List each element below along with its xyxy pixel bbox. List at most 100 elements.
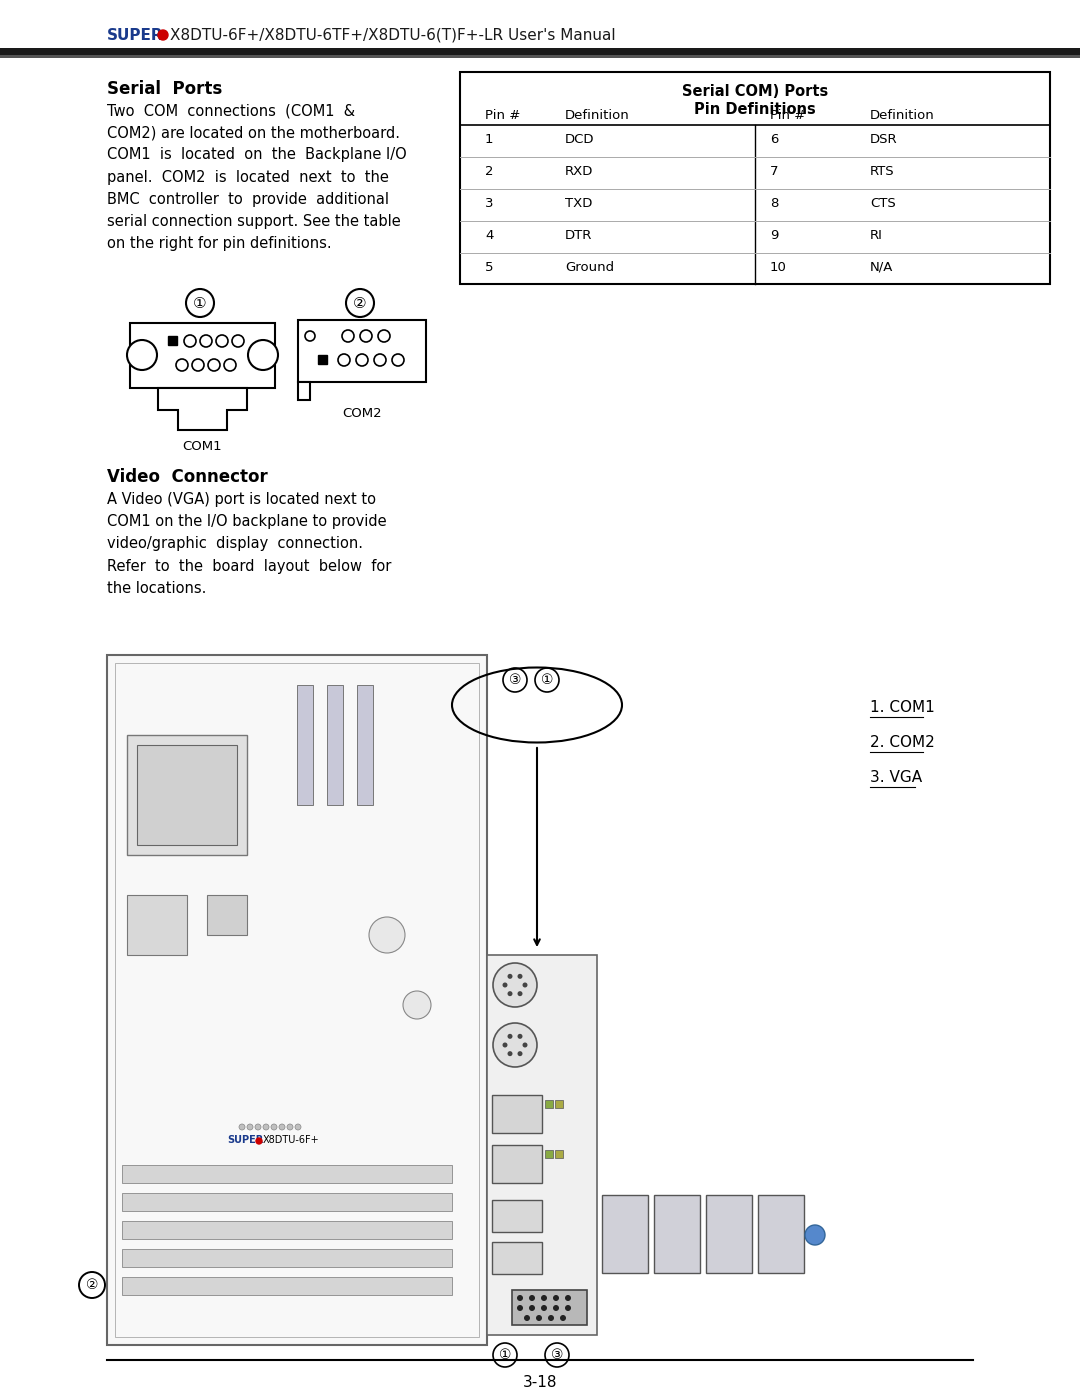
Bar [512, 1289, 588, 1324]
Circle shape [208, 359, 220, 372]
Circle shape [305, 331, 315, 341]
Bar [492, 1242, 542, 1274]
Circle shape [374, 353, 386, 366]
Text: A Video (VGA) port is located next to
COM1 on the I/O backplane to provide
video: A Video (VGA) port is located next to CO… [107, 492, 391, 595]
Circle shape [517, 990, 523, 996]
Text: 2. COM2: 2. COM2 [870, 735, 935, 750]
Text: X8DTU-6F+: X8DTU-6F+ [264, 1134, 320, 1146]
Bar [130, 323, 275, 388]
Circle shape [403, 990, 431, 1018]
Bar [137, 745, 237, 845]
Bar [114, 664, 480, 1337]
Text: 3. VGA: 3. VGA [870, 770, 922, 785]
Circle shape [508, 974, 513, 979]
Text: Video  Connector: Video Connector [107, 468, 268, 486]
Bar [122, 1221, 453, 1239]
Bar [461, 253, 1049, 285]
Circle shape [548, 1315, 554, 1322]
Bar [461, 189, 1049, 221]
Bar [555, 1150, 563, 1158]
Circle shape [517, 1305, 523, 1310]
Circle shape [529, 1305, 535, 1310]
Text: 1. COM1: 1. COM1 [870, 700, 935, 715]
Text: 1: 1 [485, 133, 494, 147]
Bar [492, 1095, 542, 1133]
Text: 10: 10 [770, 261, 787, 274]
Text: CTS: CTS [870, 197, 895, 210]
Text: Pin #: Pin # [770, 109, 806, 122]
Circle shape [176, 359, 188, 372]
Circle shape [536, 1315, 542, 1322]
Text: 7: 7 [770, 165, 779, 177]
Circle shape [247, 1125, 253, 1130]
Text: ③: ③ [509, 673, 522, 687]
Polygon shape [158, 388, 247, 430]
Circle shape [517, 1034, 523, 1039]
Bar [654, 1194, 700, 1273]
Bar [122, 1165, 453, 1183]
Bar [492, 1200, 542, 1232]
Circle shape [492, 1023, 537, 1067]
Text: 9: 9 [770, 229, 779, 242]
Circle shape [255, 1125, 261, 1130]
Text: 4: 4 [485, 229, 494, 242]
Circle shape [248, 339, 278, 370]
Bar [0, 54, 1080, 59]
Circle shape [517, 1051, 523, 1056]
Circle shape [508, 1051, 513, 1056]
Text: ①: ① [193, 296, 206, 310]
Text: ①: ① [499, 1348, 511, 1362]
Circle shape [508, 990, 513, 996]
Bar [107, 655, 487, 1345]
Bar [122, 1249, 453, 1267]
Circle shape [224, 359, 237, 372]
Circle shape [369, 916, 405, 953]
Text: Definition: Definition [870, 109, 935, 122]
Circle shape [338, 353, 350, 366]
Bar [122, 1193, 453, 1211]
Text: Two  COM  connections  (COM1  &
COM2) are located on the motherboard.
COM1  is  : Two COM connections (COM1 & COM2) are lo… [107, 103, 407, 251]
Circle shape [264, 1125, 269, 1130]
Bar [318, 355, 327, 365]
Text: TXD: TXD [565, 197, 592, 210]
Text: Pin #: Pin # [485, 109, 521, 122]
Circle shape [517, 974, 523, 979]
Circle shape [524, 1315, 530, 1322]
Bar [298, 320, 426, 381]
Circle shape [517, 1295, 523, 1301]
Circle shape [356, 353, 368, 366]
Bar [460, 73, 1050, 284]
Circle shape [565, 1295, 571, 1301]
Circle shape [523, 982, 527, 988]
Text: COM1: COM1 [183, 440, 221, 453]
Circle shape [553, 1295, 559, 1301]
Text: ③: ③ [551, 1348, 564, 1362]
Circle shape [561, 1315, 566, 1322]
Text: Ground: Ground [565, 261, 615, 274]
Circle shape [805, 1225, 825, 1245]
Bar [207, 895, 247, 935]
Circle shape [378, 330, 390, 342]
Bar [545, 1099, 553, 1108]
Bar [122, 1277, 453, 1295]
Bar [0, 47, 1080, 54]
Circle shape [541, 1305, 546, 1310]
Text: Serial  Ports: Serial Ports [107, 80, 222, 98]
Text: 3-18: 3-18 [523, 1375, 557, 1390]
Text: RXD: RXD [565, 165, 593, 177]
Bar [297, 685, 313, 805]
Bar [487, 956, 597, 1336]
Circle shape [279, 1125, 285, 1130]
Circle shape [523, 1042, 527, 1048]
Bar [327, 685, 343, 805]
Circle shape [565, 1305, 571, 1310]
Bar [168, 337, 177, 345]
Text: DSR: DSR [870, 133, 897, 147]
Circle shape [502, 1042, 508, 1048]
Bar [127, 895, 187, 956]
Text: SUPER: SUPER [107, 28, 164, 43]
Circle shape [295, 1125, 301, 1130]
Bar [545, 1150, 553, 1158]
Bar [461, 124, 1049, 156]
Text: 3: 3 [485, 197, 494, 210]
